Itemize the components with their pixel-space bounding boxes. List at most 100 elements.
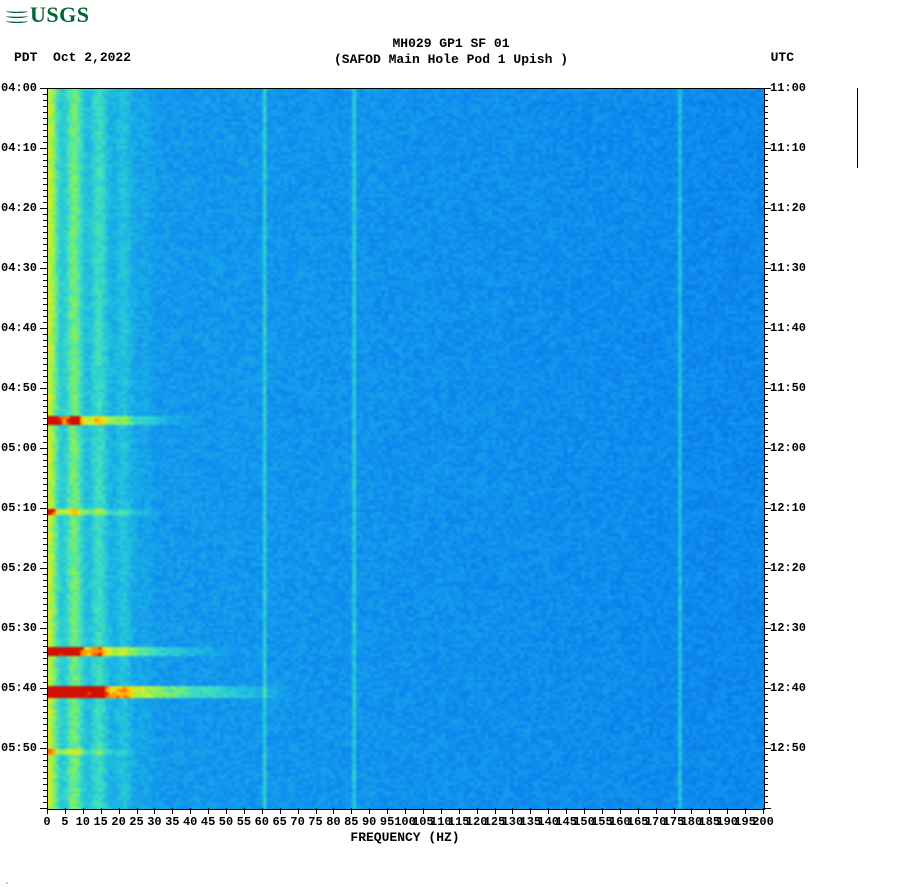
- y-tick: [764, 358, 768, 359]
- y-tick: [764, 484, 768, 485]
- x-tick: [333, 808, 334, 814]
- y-tick: [764, 112, 768, 113]
- y-tick: [764, 400, 768, 401]
- x-tick: [674, 808, 675, 814]
- x-tick: [47, 808, 48, 814]
- x-tick: [298, 808, 299, 814]
- y-tick: [764, 442, 768, 443]
- y-ticks-left: [40, 88, 47, 808]
- y-tick: [764, 118, 768, 119]
- y-tick: [764, 730, 768, 731]
- x-tick: [119, 808, 120, 814]
- y-tick: [764, 784, 768, 785]
- y-tick: [764, 196, 768, 197]
- y-tick: [764, 274, 768, 275]
- y-tick: [764, 778, 768, 779]
- y-label-left: 05:50: [1, 741, 37, 755]
- y-tick: [764, 736, 768, 737]
- y-tick: [40, 628, 47, 629]
- y-tick: [764, 760, 768, 761]
- x-label: 70: [290, 815, 304, 829]
- y-label-right: 12:30: [770, 621, 806, 635]
- usgs-logo: USGS: [6, 2, 89, 28]
- spectrogram-plot: [47, 88, 765, 810]
- y-tick: [764, 340, 768, 341]
- y-tick: [764, 454, 768, 455]
- y-tick: [764, 610, 768, 611]
- y-tick: [764, 280, 768, 281]
- x-tick: [65, 808, 66, 814]
- y-tick: [40, 688, 47, 689]
- y-tick: [40, 388, 47, 389]
- y-tick: [764, 640, 768, 641]
- y-tick: [764, 310, 768, 311]
- y-tick: [40, 568, 47, 569]
- y-tick: [764, 394, 768, 395]
- y-tick: [40, 88, 47, 89]
- x-label: 200: [752, 815, 774, 829]
- x-tick: [584, 808, 585, 814]
- y-tick: [764, 184, 768, 185]
- x-label: 95: [380, 815, 394, 829]
- y-tick: [764, 106, 768, 107]
- x-tick: [512, 808, 513, 814]
- y-tick: [764, 682, 768, 683]
- y-tick: [764, 100, 768, 101]
- y-tick: [40, 328, 47, 329]
- y-tick: [764, 712, 768, 713]
- y-tick: [764, 460, 768, 461]
- x-label: 0: [43, 815, 50, 829]
- x-label: 25: [129, 815, 143, 829]
- colorbar-stub: [857, 88, 858, 168]
- y-tick: [764, 202, 768, 203]
- x-tick: [226, 808, 227, 814]
- y-tick: [764, 544, 768, 545]
- y-tick: [764, 634, 768, 635]
- x-label: 80: [326, 815, 340, 829]
- x-label: 30: [147, 815, 161, 829]
- y-tick: [764, 718, 768, 719]
- x-tick: [602, 808, 603, 814]
- y-tick: [764, 580, 768, 581]
- x-label: 45: [201, 815, 215, 829]
- y-tick: [764, 250, 768, 251]
- y-tick: [764, 490, 768, 491]
- y-tick: [764, 412, 768, 413]
- y-axis-right: 11:0011:1011:2011:3011:4011:5012:0012:10…: [770, 88, 820, 808]
- x-label: 60: [255, 815, 269, 829]
- y-label-right: 11:00: [770, 81, 806, 95]
- y-tick: [764, 478, 768, 479]
- y-tick: [764, 592, 768, 593]
- y-tick: [764, 802, 768, 803]
- x-label: 10: [76, 815, 90, 829]
- x-tick: [691, 808, 692, 814]
- y-tick: [40, 748, 47, 749]
- x-tick: [423, 808, 424, 814]
- x-tick: [137, 808, 138, 814]
- y-tick: [764, 172, 768, 173]
- x-tick: [495, 808, 496, 814]
- y-tick: [764, 124, 768, 125]
- y-tick: [764, 532, 768, 533]
- x-tick: [477, 808, 478, 814]
- x-tick: [262, 808, 263, 814]
- y-tick: [764, 700, 768, 701]
- y-tick: [764, 286, 768, 287]
- y-tick: [764, 136, 768, 137]
- y-tick: [764, 166, 768, 167]
- y-tick: [764, 586, 768, 587]
- y-tick: [764, 94, 768, 95]
- y-tick: [764, 352, 768, 353]
- y-tick: [764, 664, 768, 665]
- x-label: 50: [219, 815, 233, 829]
- y-label-left: 04:00: [1, 81, 37, 95]
- y-tick: [40, 148, 47, 149]
- y-tick: [764, 766, 768, 767]
- y-tick: [40, 448, 47, 449]
- x-label: 85: [344, 815, 358, 829]
- y-tick: [764, 670, 768, 671]
- y-tick: [764, 436, 768, 437]
- y-tick: [764, 724, 768, 725]
- x-tick: [459, 808, 460, 814]
- y-tick: [764, 616, 768, 617]
